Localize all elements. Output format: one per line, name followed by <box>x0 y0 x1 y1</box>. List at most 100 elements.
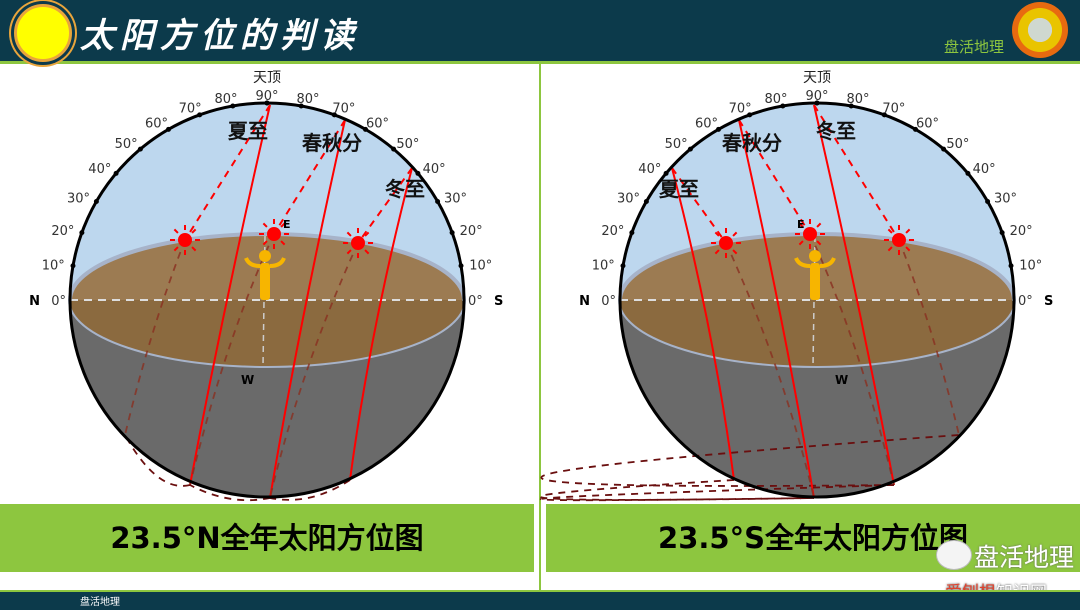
sun-ray <box>887 246 893 252</box>
sun-path-hidden <box>269 242 359 499</box>
degree-label: 50° <box>946 137 969 152</box>
degree-tick <box>166 126 171 132</box>
sun-ray <box>905 246 911 252</box>
degree-label: 40° <box>973 162 996 177</box>
sun-ray <box>173 246 179 252</box>
caption-north: 23.5°N全年太阳方位图 <box>0 504 534 572</box>
degree-label: 10° <box>469 258 492 273</box>
degree-label: 40° <box>88 162 111 177</box>
degree-label: 10° <box>592 258 615 273</box>
sun-path-label: 春秋分 <box>301 131 362 155</box>
degree-tick <box>435 199 441 204</box>
degree-tick <box>449 230 455 236</box>
sun-path-below-horizon <box>269 479 351 501</box>
caption-south: 23.5°S全年太阳方位图 <box>546 504 1080 572</box>
degree-tick <box>747 112 753 118</box>
degree-label: 90° <box>805 89 828 104</box>
sun-icon <box>170 225 200 255</box>
degree-label: 20° <box>1010 224 1033 239</box>
degree-label: 70° <box>882 101 905 116</box>
direction-south: S <box>1044 294 1053 309</box>
degree-label: 70° <box>332 101 355 116</box>
direction-east: E <box>283 218 291 231</box>
degree-label: 90° <box>255 89 278 104</box>
brand-name: 盘活地理 <box>943 38 1004 56</box>
direction-north: N <box>29 294 40 309</box>
sun-path-hidden <box>725 242 815 499</box>
person-head <box>259 250 271 262</box>
sun-path-rising <box>357 167 413 244</box>
sun-path-label: 冬至 <box>816 119 856 143</box>
sun-path-hidden <box>809 233 895 486</box>
degree-label: 60° <box>145 116 168 131</box>
sun-icon <box>343 228 373 258</box>
degree-tick <box>93 199 99 204</box>
zenith-label: 天顶 <box>253 70 281 86</box>
degree-label: 70° <box>179 101 202 116</box>
person-icon <box>244 250 286 300</box>
sun-path-hidden <box>189 233 275 486</box>
sun-ray <box>364 249 370 255</box>
sun-disc <box>719 236 733 250</box>
sun-path-front <box>269 119 346 499</box>
degree-tick <box>79 230 85 236</box>
degree-label: 10° <box>42 258 65 273</box>
sun-path-label: 夏至 <box>659 177 699 201</box>
degree-tick <box>687 146 693 152</box>
direction-west: W <box>241 373 254 387</box>
degree-label: 70° <box>729 101 752 116</box>
sun-path-front <box>671 167 735 481</box>
sun-path-rising <box>671 167 727 244</box>
sun-path-label: 春秋分 <box>721 131 782 155</box>
degree-tick <box>230 103 236 109</box>
degree-tick <box>848 103 854 109</box>
person-body <box>810 263 820 300</box>
degree-tick <box>881 112 887 118</box>
degree-tick <box>113 170 119 176</box>
degree-label: 80° <box>846 92 869 107</box>
degree-tick <box>391 146 397 152</box>
degree-label: 60° <box>366 116 389 131</box>
header-bar: 太阳方位的判读 盘活地理 <box>0 0 1080 64</box>
degree-tick <box>965 170 971 176</box>
sun-path-rising <box>184 104 271 241</box>
degree-label: 30° <box>994 192 1017 207</box>
degree-tick <box>780 103 786 109</box>
degree-tick <box>620 263 626 269</box>
sun-icon <box>795 219 825 249</box>
wechat-icon <box>936 540 972 570</box>
person-arms <box>244 257 286 268</box>
sun-ray <box>191 228 197 234</box>
sun-icon <box>259 219 289 249</box>
sun-path-below-horizon <box>540 434 960 487</box>
degree-tick <box>913 126 918 132</box>
direction-west: W <box>835 373 848 387</box>
degree-tick <box>264 100 270 106</box>
sun-path-label: 冬至 <box>385 177 425 201</box>
degree-label: 60° <box>916 116 939 131</box>
sun-ray <box>732 249 738 255</box>
sun-ray <box>280 222 286 228</box>
sun-ray <box>191 246 197 252</box>
degree-tick <box>663 170 669 176</box>
sun-disc <box>267 227 281 241</box>
watermark-text: 盘活地理 <box>974 543 1075 572</box>
degree-label: 20° <box>460 224 483 239</box>
degree-tick <box>941 146 947 152</box>
sun-disc <box>178 233 192 247</box>
sun-disc <box>351 236 365 250</box>
degree-tick <box>999 230 1005 236</box>
sun-path-front <box>813 104 895 486</box>
sun-path-front <box>738 119 815 499</box>
degree-label: 40° <box>423 162 446 177</box>
sun-ray <box>262 240 268 246</box>
degree-label: 80° <box>296 92 319 107</box>
person-body <box>260 263 270 300</box>
sun-ray <box>714 231 720 237</box>
sun-ray <box>732 231 738 237</box>
sun-disc <box>892 233 906 247</box>
sun-path-label: 夏至 <box>228 119 268 143</box>
divider <box>539 64 541 591</box>
degree-tick <box>363 126 368 132</box>
